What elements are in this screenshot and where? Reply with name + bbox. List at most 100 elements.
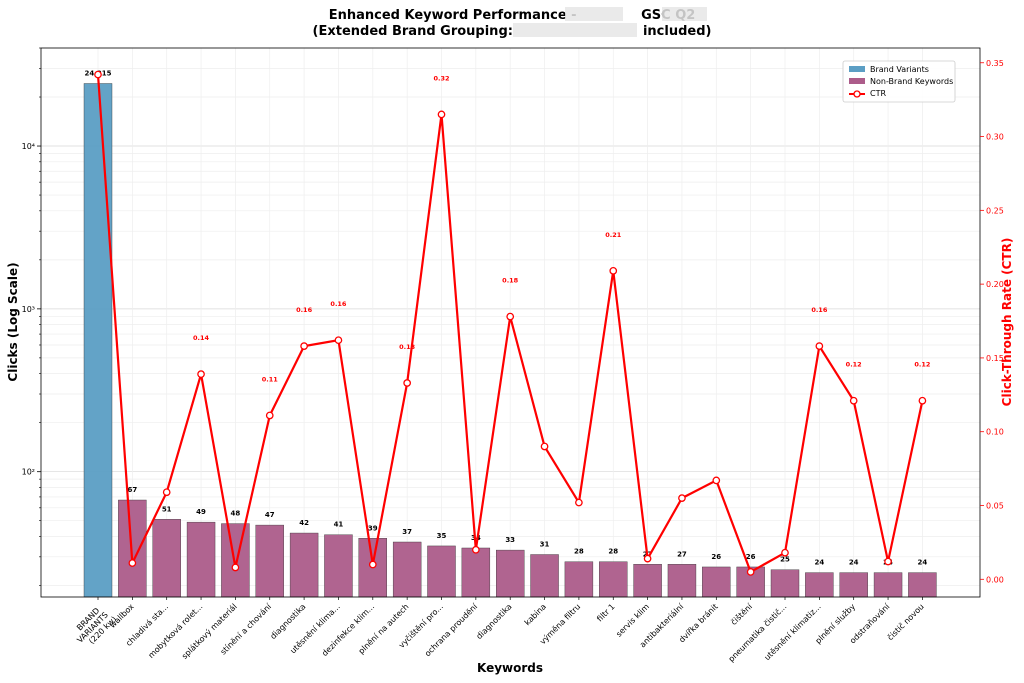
x-axis-category-label: filtr 1 <box>595 602 616 623</box>
bar-value-label: 25 <box>780 556 790 564</box>
ctr-point <box>918 396 927 405</box>
bar-value-label: 28 <box>608 548 618 556</box>
grid <box>41 47 980 597</box>
ctr-value-label: 0.14 <box>193 334 210 342</box>
ctr-point <box>94 70 102 79</box>
ctr-point <box>197 370 205 379</box>
ctr-value-label: 0.32 <box>433 74 449 82</box>
ctr-value-label: 0.16 <box>330 300 347 308</box>
bar-value-label: 31 <box>540 541 550 549</box>
x-axis-category-label: čištění <box>729 601 755 627</box>
bar-value-label: 24 <box>918 559 928 567</box>
legend-ctr-marker <box>853 90 861 98</box>
left-axis-tick-label: 10² <box>22 468 35 477</box>
legend-ctr-label: CTR <box>870 89 886 98</box>
bar-value-label: 48 <box>231 510 241 518</box>
bar-keyword <box>599 561 628 598</box>
x-axis-category-label: servis klim <box>614 602 651 639</box>
legend-box <box>842 60 956 103</box>
bar-value-label: 47 <box>265 511 275 519</box>
x-axis-category-label: diagnostika <box>475 602 514 641</box>
right-axis-tick-label: 0.25 <box>986 206 1004 215</box>
y-axis-left-label: Clicks (Log Scale) <box>6 262 20 381</box>
ctr-point <box>609 266 618 275</box>
redacted-title-segment-1 <box>565 7 623 21</box>
bar-keyword <box>496 549 525 598</box>
ctr-point <box>575 498 583 507</box>
right-axis-tick-label: 0.15 <box>986 354 1004 363</box>
legend-brand-label: Brand Variants <box>870 65 929 74</box>
bar-value-label: 37 <box>402 528 412 536</box>
ctr-point <box>712 476 721 485</box>
ctr-value-label: 0.11 <box>262 375 279 383</box>
bar-value-label: 28 <box>574 548 584 556</box>
ctr-value-label: 0.12 <box>846 361 862 369</box>
left-y-axis: 10² 10³ 10⁴ <box>22 47 41 586</box>
ctr-point <box>128 559 137 567</box>
legend-brand-swatch <box>849 66 865 72</box>
bars <box>83 83 937 598</box>
bar-value-label: 51 <box>162 505 172 513</box>
x-axis-category-label: kabina <box>523 602 548 627</box>
left-axis-tick-label: 10³ <box>22 305 35 314</box>
ctr-point <box>781 548 789 557</box>
right-axis-tick-label: 0.00 <box>986 575 1004 584</box>
bar-keyword <box>186 521 216 598</box>
redacted-title-segment-3 <box>513 23 637 37</box>
bar-value-label: 33 <box>505 536 515 544</box>
ctr-point <box>300 342 308 350</box>
bar-value-label: 41 <box>334 521 344 529</box>
bar-value-label: 24 <box>849 559 859 567</box>
ctr-point <box>403 379 411 387</box>
ctr-point <box>746 568 755 576</box>
bar-keyword <box>702 566 731 598</box>
bar-value-label: 39 <box>368 524 378 532</box>
redacted-title-segment-2 <box>662 7 707 21</box>
bar-value-label: 42 <box>299 519 309 527</box>
right-axis-tick-label: 0.35 <box>986 59 1004 68</box>
bar-value-label: 67 <box>127 486 137 494</box>
ctr-point <box>265 411 274 420</box>
ctr-point <box>849 396 858 405</box>
ctr-value-label: 0.16 <box>296 306 313 314</box>
right-axis-tick-label: 0.10 <box>986 428 1004 437</box>
bar-keyword <box>908 572 937 598</box>
ctr-point <box>643 554 652 563</box>
legend-nonbrand-label: Non-Brand Keywords <box>870 77 953 86</box>
bar-brand-variants <box>83 83 113 598</box>
bar-value-label: 24 <box>814 559 824 567</box>
bar-keyword <box>770 569 800 598</box>
bar-keyword <box>461 547 491 598</box>
x-axis-category-label: čistič novou <box>885 601 926 642</box>
bar-keyword <box>289 532 319 598</box>
ctr-point <box>162 488 171 497</box>
bar-keyword <box>221 523 250 598</box>
bar-keyword <box>564 561 594 598</box>
bar-value-label: 26 <box>746 553 756 561</box>
ctr-point <box>368 560 377 569</box>
ctr-point <box>506 312 515 321</box>
bar-keyword <box>839 572 868 598</box>
ctr-point <box>231 563 240 572</box>
bar-value-labels: 24,2156751494847424139373534333128282727… <box>84 69 927 566</box>
bar-keyword <box>255 524 284 598</box>
bar-keyword <box>873 572 903 598</box>
legend: Brand Variants Non-Brand Keywords CTR <box>842 60 956 103</box>
right-axis-tick-label: 0.05 <box>986 502 1004 511</box>
ctr-value-label: 0.13 <box>399 343 415 351</box>
x-axis-category-label: pneumatika čistič... <box>726 601 788 663</box>
ctr-value-label: 0.16 <box>811 306 828 314</box>
ctr-point <box>334 336 343 345</box>
ctr-point <box>471 545 480 554</box>
right-y-axis: 0.00 0.05 0.10 0.15 0.20 0.25 0.30 0.35 <box>980 59 1004 584</box>
right-axis-tick-label: 0.20 <box>986 280 1004 289</box>
ctr-point <box>815 342 824 350</box>
ctr-value-labels: 0.14 0.11 0.16 0.16 0.13 0.32 0.18 0.21 0.16 0.12… <box>193 74 930 383</box>
ctr-series <box>94 70 927 576</box>
bar-value-label: 26 <box>711 553 721 561</box>
ctr-point <box>437 110 446 119</box>
ctr-value-label: 0.12 <box>914 361 930 369</box>
bar-keyword <box>805 572 834 598</box>
